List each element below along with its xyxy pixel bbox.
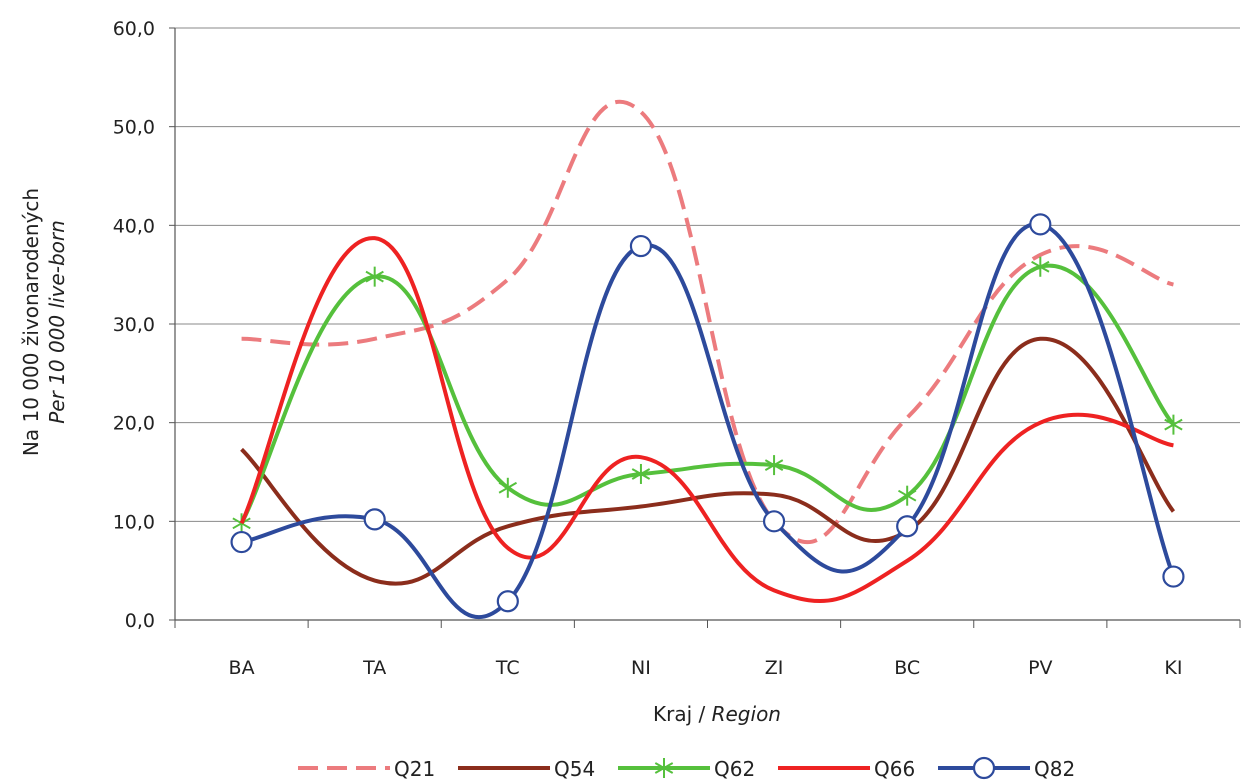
series-q62 bbox=[232, 256, 1183, 534]
legend-label: Q54 bbox=[554, 757, 595, 781]
x-tick-label: PV bbox=[1028, 657, 1052, 679]
data-point-q82 bbox=[629, 234, 653, 258]
y-tick-label: 20,0 bbox=[113, 413, 155, 435]
y-tick-label: 30,0 bbox=[113, 314, 155, 336]
legend-entry-q21: Q21 bbox=[298, 757, 435, 781]
y-axis-title: Na 10 000 živonarodených bbox=[19, 188, 43, 456]
x-tick-labels: BA TA TC NI ZI BC PV KI bbox=[229, 657, 1183, 679]
x-tick-label: BA bbox=[229, 657, 255, 679]
legend-label: Q62 bbox=[714, 757, 755, 781]
series-q54 bbox=[240, 336, 1176, 586]
series-line-q21 bbox=[241, 100, 1174, 545]
y-tick-label: 10,0 bbox=[113, 511, 155, 533]
series-q82 bbox=[230, 213, 1185, 620]
x-tick-label: TC bbox=[495, 657, 520, 679]
series-line-q82 bbox=[241, 222, 1176, 620]
series-line-q66 bbox=[239, 236, 1174, 604]
x-tick-label: BC bbox=[894, 657, 920, 679]
data-point-q82 bbox=[363, 508, 386, 531]
y-tick-label: 50,0 bbox=[113, 117, 155, 139]
data-point-q62 bbox=[764, 455, 784, 476]
x-tick-label: KI bbox=[1164, 657, 1182, 679]
star-marker-stroke bbox=[1031, 260, 1050, 273]
gridlines bbox=[175, 27, 1240, 522]
y-tick-labels: 0,0 10,0 20,0 30,0 40,0 50,0 60,0 bbox=[113, 18, 155, 632]
data-point-q82 bbox=[496, 590, 519, 613]
axes bbox=[169, 27, 1241, 628]
data-point-q62 bbox=[897, 485, 917, 506]
legend: Q21 Q54 Q62 Q66 Q82 bbox=[298, 756, 1075, 781]
y-axis-subtitle: Per 10 000 live-born bbox=[45, 220, 69, 424]
legend-label: Q21 bbox=[394, 757, 435, 781]
legend-label: Q66 bbox=[874, 757, 915, 781]
data-point-q82 bbox=[896, 515, 919, 538]
series-line-q54 bbox=[240, 336, 1176, 586]
data-point-q82 bbox=[1029, 213, 1052, 236]
data-point-q82 bbox=[762, 510, 786, 533]
star-marker-stroke bbox=[1164, 418, 1183, 431]
series-q21 bbox=[241, 100, 1174, 545]
x-axis-title-italic: Region bbox=[712, 702, 781, 726]
star-marker-stroke bbox=[365, 270, 384, 283]
y-tick-label: 0,0 bbox=[125, 610, 155, 632]
legend-marker bbox=[972, 756, 996, 780]
legend-label: Q82 bbox=[1034, 757, 1075, 781]
series-layer bbox=[230, 100, 1185, 620]
star-marker-stroke bbox=[498, 481, 518, 494]
legend-entry-q82: Q82 bbox=[938, 756, 1075, 781]
data-point-q82 bbox=[1162, 565, 1185, 588]
data-point-q62 bbox=[1031, 256, 1050, 277]
legend-entry-q54: Q54 bbox=[458, 757, 595, 781]
data-point-q82 bbox=[230, 530, 253, 554]
data-point-q62 bbox=[365, 266, 384, 287]
star-marker-stroke bbox=[764, 459, 784, 471]
legend-entry-q66: Q66 bbox=[778, 757, 915, 781]
y-tick-label: 60,0 bbox=[113, 18, 155, 40]
x-tick-label: ZI bbox=[765, 657, 784, 679]
x-axis-title-main: Kraj / bbox=[653, 702, 712, 726]
data-point-q62 bbox=[498, 477, 518, 498]
star-marker-stroke bbox=[897, 489, 917, 502]
series-q66 bbox=[239, 236, 1174, 604]
legend-entry-q62: Q62 bbox=[618, 757, 755, 781]
x-tick-label: TA bbox=[362, 657, 386, 679]
x-tick-label: NI bbox=[631, 657, 651, 679]
star-marker-stroke bbox=[631, 468, 651, 480]
legend-marker bbox=[654, 758, 674, 778]
y-tick-label: 40,0 bbox=[113, 215, 155, 237]
star-marker-stroke bbox=[654, 762, 674, 774]
data-point-q62 bbox=[631, 463, 651, 484]
x-axis-title: Kraj / Region bbox=[653, 702, 781, 726]
data-point-q62 bbox=[1164, 414, 1183, 435]
